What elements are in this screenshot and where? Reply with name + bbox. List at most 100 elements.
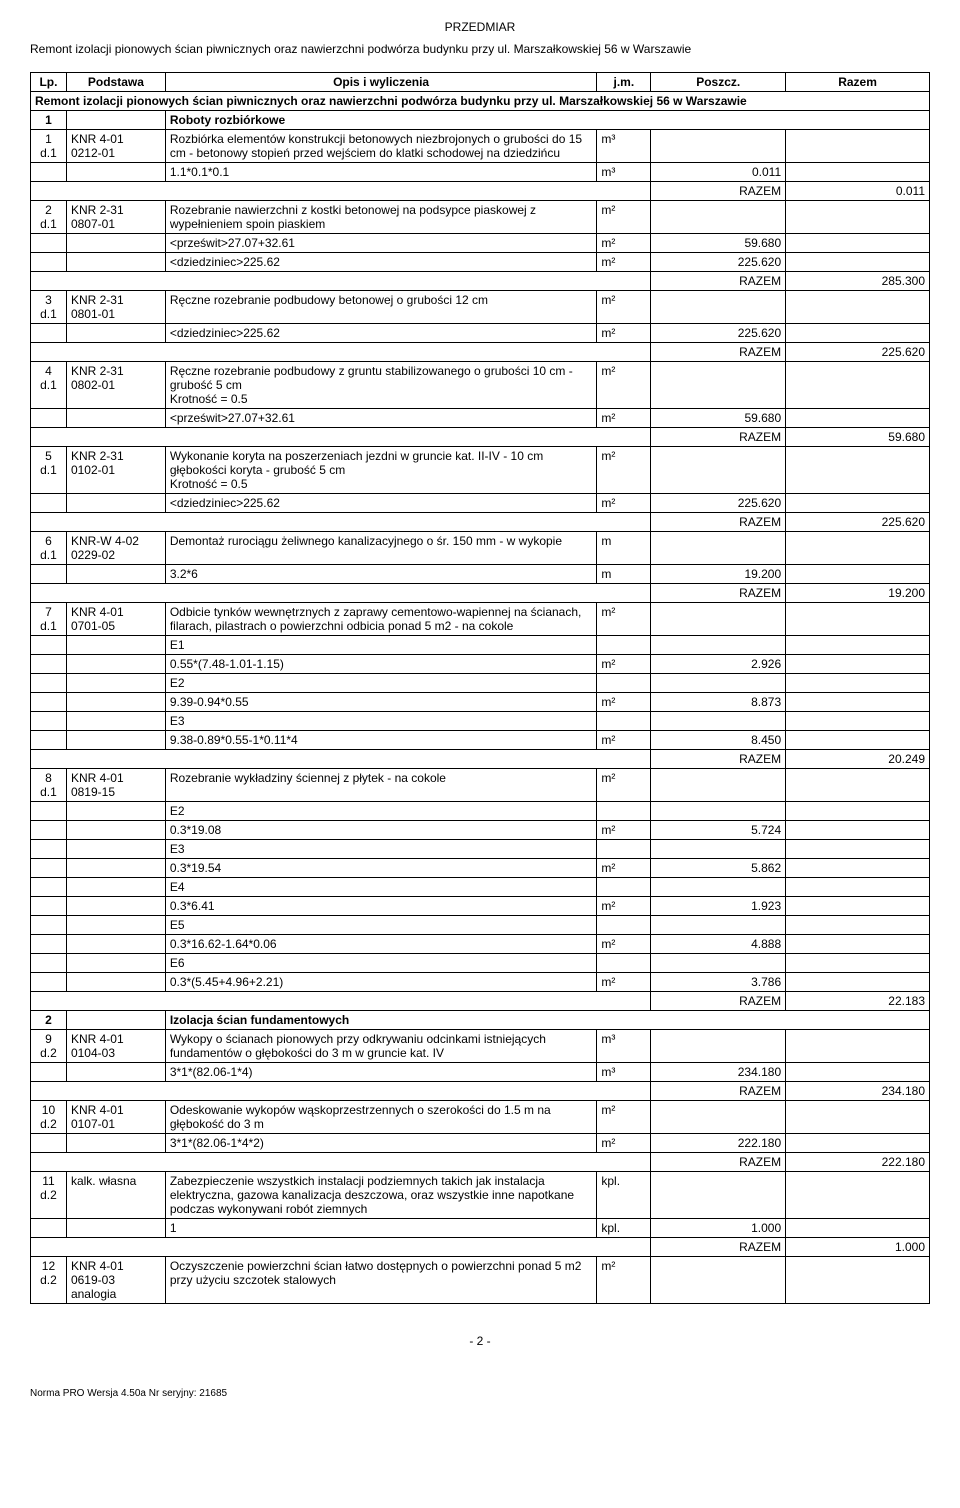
item-row: 2d.1KNR 2-310807-01Rozebranie nawierzchn… — [31, 201, 930, 234]
table-cell — [651, 362, 786, 409]
table-cell: m² — [597, 731, 651, 750]
table-cell: RAZEM — [651, 992, 786, 1011]
calc-row: 0.3*(5.45+4.96+2.21)m²3.786 — [31, 973, 930, 992]
table-cell: KNR-W 4-020229-02 — [66, 532, 165, 565]
table-cell: 6d.1 — [31, 532, 67, 565]
table-cell — [786, 1101, 930, 1134]
table-cell — [31, 954, 67, 973]
table-cell: 3*1*(82.06-1*4) — [165, 1063, 597, 1082]
table-cell: KNR 2-310801-01 — [66, 291, 165, 324]
table-cell: RAZEM — [651, 1153, 786, 1172]
th-poszcz: Poszcz. — [651, 73, 786, 92]
table-cell — [597, 802, 651, 821]
table-cell: m² — [597, 1101, 651, 1134]
table-cell: E2 — [165, 802, 597, 821]
table-cell: 222.180 — [651, 1134, 786, 1153]
table-cell: 2.926 — [651, 655, 786, 674]
table-cell: m² — [597, 201, 651, 234]
section-row: 2Izolacja ścian fundamentowych — [31, 1011, 930, 1030]
table-cell — [66, 565, 165, 584]
table-cell — [66, 1063, 165, 1082]
table-cell: Zabezpieczenie wszystkich instalacji pod… — [165, 1172, 597, 1219]
table-cell — [786, 447, 930, 494]
table-cell — [66, 821, 165, 840]
table-cell — [786, 840, 930, 859]
table-cell: <prześwit>27.07+32.61 — [165, 409, 597, 428]
table-cell — [651, 916, 786, 935]
table-cell — [31, 935, 67, 954]
table-cell — [786, 1063, 930, 1082]
table-cell: m² — [597, 897, 651, 916]
table-cell: 1 — [165, 1219, 597, 1238]
table-cell — [786, 1172, 930, 1219]
razem-row: RAZEM20.249 — [31, 750, 930, 769]
table-cell — [786, 693, 930, 712]
table-cell — [31, 712, 67, 731]
table-cell: 1.923 — [651, 897, 786, 916]
table-cell: 3d.1 — [31, 291, 67, 324]
header-row: Lp. Podstawa Opis i wyliczenia j.m. Posz… — [31, 73, 930, 92]
table-cell — [786, 409, 930, 428]
table-cell: kalk. własna — [66, 1172, 165, 1219]
th-lp: Lp. — [31, 73, 67, 92]
table-cell: RAZEM — [651, 513, 786, 532]
table-cell — [31, 674, 67, 693]
table-cell: m² — [597, 291, 651, 324]
table-cell — [31, 992, 651, 1011]
razem-row: RAZEM225.620 — [31, 343, 930, 362]
table-cell — [786, 636, 930, 655]
table-cell — [66, 712, 165, 731]
table-cell — [31, 1153, 651, 1172]
th-jm: j.m. — [597, 73, 651, 92]
table-cell: KNR 4-010701-05 — [66, 603, 165, 636]
table-cell — [786, 769, 930, 802]
table-cell: 1.000 — [786, 1238, 930, 1257]
calc-row: E3 — [31, 840, 930, 859]
table-cell: m² — [597, 324, 651, 343]
table-cell — [786, 916, 930, 935]
table-cell: <dziedziniec>225.62 — [165, 324, 597, 343]
table-cell: 1.1*0.1*0.1 — [165, 163, 597, 182]
table-cell: 225.620 — [786, 343, 930, 362]
table-cell — [31, 272, 651, 291]
table-cell: RAZEM — [651, 1238, 786, 1257]
table-cell: 222.180 — [786, 1153, 930, 1172]
table-cell — [66, 636, 165, 655]
table-cell: Roboty rozbiórkowe — [165, 111, 929, 130]
table-cell: m² — [597, 1257, 651, 1304]
table-cell: Izolacja ścian fundamentowych — [165, 1011, 929, 1030]
table-cell — [66, 234, 165, 253]
table-cell — [651, 954, 786, 973]
table-cell: Oczyszczenie powierzchni ścian łatwo dos… — [165, 1257, 597, 1304]
table-cell: m² — [597, 769, 651, 802]
table-cell — [651, 291, 786, 324]
table-cell: 59.680 — [651, 234, 786, 253]
table-cell — [651, 878, 786, 897]
table-cell — [651, 840, 786, 859]
calc-row: E6 — [31, 954, 930, 973]
calc-row: 3*1*(82.06-1*4)m³234.180 — [31, 1063, 930, 1082]
table-cell — [786, 674, 930, 693]
table-cell: m³ — [597, 1030, 651, 1063]
table-cell: m² — [597, 362, 651, 409]
calc-row: 1kpl.1.000 — [31, 1219, 930, 1238]
table-cell: m² — [597, 409, 651, 428]
table-cell — [66, 1219, 165, 1238]
table-cell: 234.180 — [786, 1082, 930, 1101]
table-cell — [66, 324, 165, 343]
table-cell: 8d.1 — [31, 769, 67, 802]
table-cell — [786, 935, 930, 954]
table-cell — [66, 731, 165, 750]
table-cell: 19.200 — [651, 565, 786, 584]
table-cell — [786, 655, 930, 674]
calc-row: 0.3*19.54m²5.862 — [31, 859, 930, 878]
page-title: PRZEDMIAR — [30, 20, 930, 34]
table-cell: m² — [597, 234, 651, 253]
section-row: 1Roboty rozbiórkowe — [31, 111, 930, 130]
table-cell — [786, 1257, 930, 1304]
table-cell: 1d.1 — [31, 130, 67, 163]
table-cell — [786, 324, 930, 343]
table-cell: 19.200 — [786, 584, 930, 603]
table-cell — [31, 878, 67, 897]
table-cell: KNR 2-310807-01 — [66, 201, 165, 234]
